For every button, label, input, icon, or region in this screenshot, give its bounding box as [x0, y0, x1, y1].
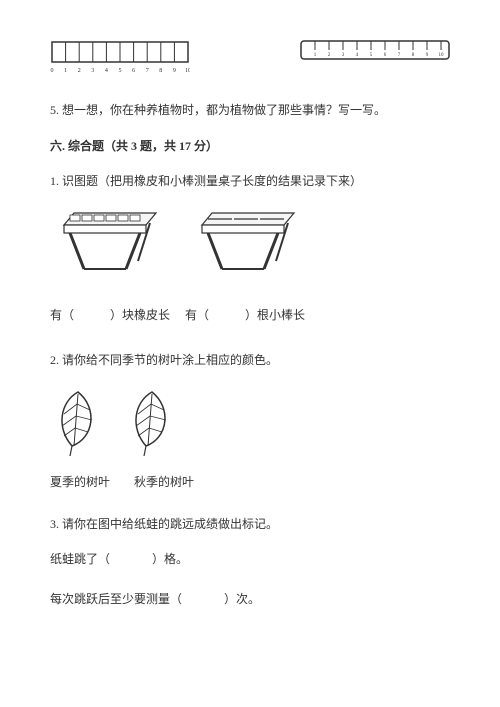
fill-4b: ）次。 [224, 592, 260, 606]
fill-4a: 每次跳跃后至少要测量（ [50, 592, 182, 606]
svg-text:7: 7 [146, 68, 149, 74]
svg-text:10: 10 [185, 68, 190, 74]
blank [77, 308, 107, 322]
leaf-labels: 夏季的树叶 秋季的树叶 [50, 472, 450, 494]
fill-1: 有（ ）块橡皮长 有（ ）根小棒长 [50, 305, 450, 327]
leaf-label-summer: 夏季的树叶 [50, 472, 110, 494]
ruler-right: 123 456 789 10 [300, 40, 450, 74]
leaf-summer-icon [50, 388, 106, 458]
svg-text:1: 1 [64, 68, 67, 74]
fill-1c: 有（ [185, 308, 209, 322]
tables-row [50, 211, 450, 281]
fill-1a: 有（ [50, 308, 74, 322]
ruler-icon: 123 456 789 10 [300, 40, 450, 64]
fill-3b: ）格。 [152, 552, 188, 566]
svg-text:9: 9 [173, 68, 176, 74]
blank [185, 592, 221, 606]
svg-text:5: 5 [119, 68, 122, 74]
fill-1b: ）块橡皮长 [110, 308, 170, 322]
svg-text:0: 0 [51, 68, 54, 74]
svg-text:3: 3 [91, 68, 94, 74]
fill-3: 纸蛙跳了（ ）格。 [50, 549, 450, 571]
svg-text:10: 10 [439, 53, 445, 58]
fill-3a: 纸蛙跳了（ [50, 552, 110, 566]
table-sticks-icon [188, 211, 298, 281]
question-6-1: 1. 识图题（把用橡皮和小棒测量桌子长度的结果记录下来） [50, 171, 450, 193]
question-6-3: 3. 请你在图中给纸蛙的跳远成绩做出标记。 [50, 514, 450, 536]
fill-1d: ）根小棒长 [245, 308, 305, 322]
svg-text:2: 2 [78, 68, 81, 74]
rulers-row: 0 1 2 3 4 5 6 7 8 9 10 123 456 789 10 [50, 40, 450, 74]
question-6-2: 2. 请你给不同季节的树叶涂上相应的颜色。 [50, 350, 450, 372]
leaf-autumn-icon [124, 388, 180, 458]
ruler-block-left: 0 1 2 3 4 5 6 7 8 9 10 [50, 40, 190, 74]
svg-text:8: 8 [159, 68, 162, 74]
table-eraser-icon [50, 211, 160, 281]
blank [212, 308, 242, 322]
fill-4: 每次跳跃后至少要测量（ ）次。 [50, 589, 450, 611]
svg-text:4: 4 [105, 68, 108, 74]
ruler-blocks-icon: 0 1 2 3 4 5 6 7 8 9 10 [50, 40, 190, 74]
blank [113, 552, 149, 566]
section-6-title: 六. 综合题（共 3 题，共 17 分） [50, 136, 450, 158]
question-5: 5. 想一想，你在种养植物时，都为植物做了那些事情？写一写。 [50, 100, 450, 122]
leaf-label-autumn: 秋季的树叶 [134, 472, 194, 494]
svg-text:6: 6 [132, 68, 135, 74]
leaves-row [50, 388, 450, 458]
